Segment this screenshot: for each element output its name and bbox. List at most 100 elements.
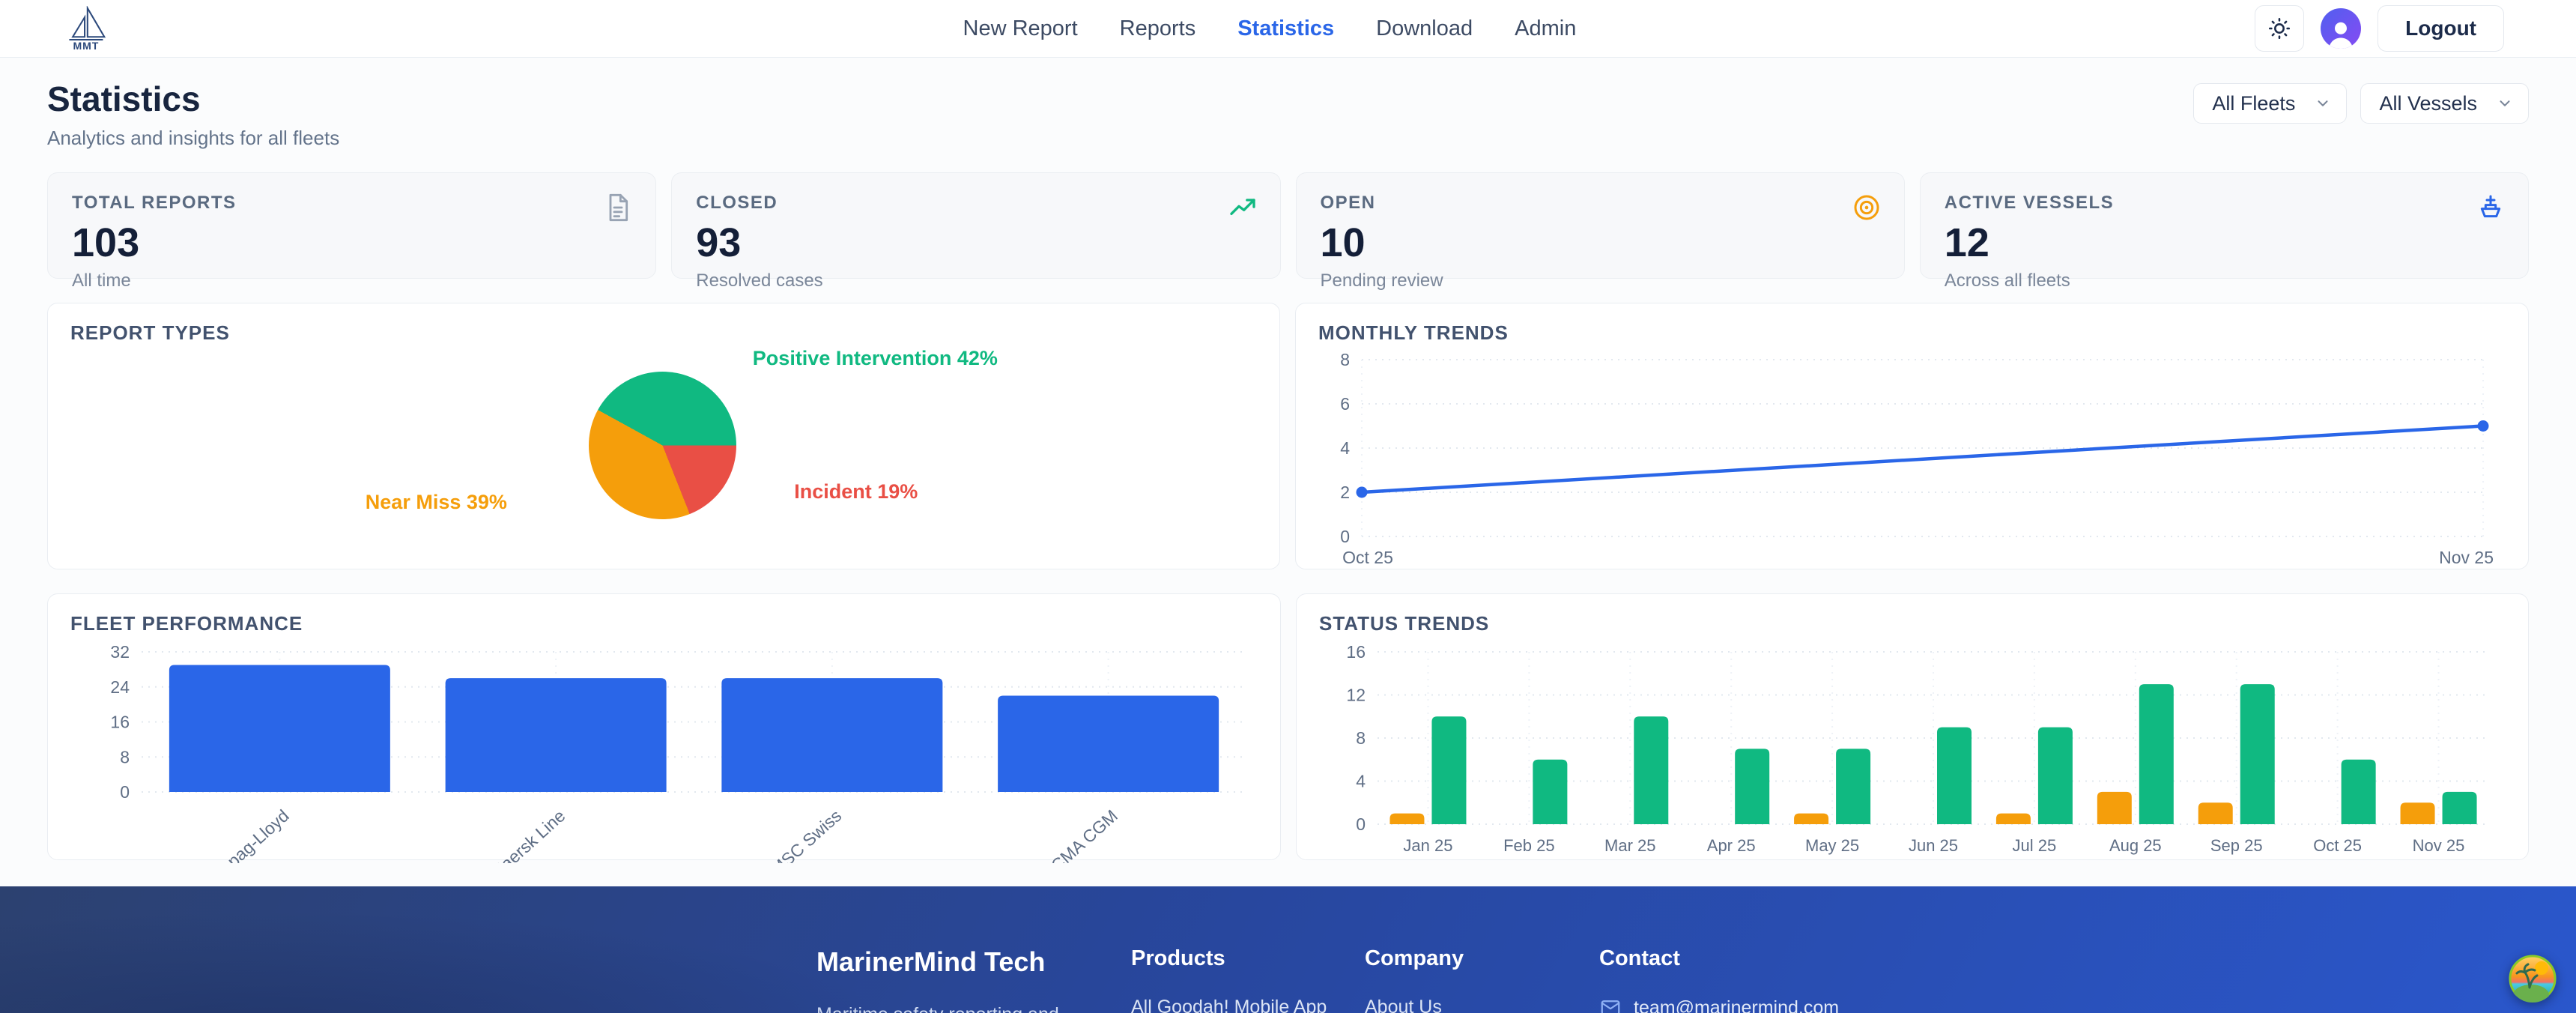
statistics-page: Statistics Analytics and insights for al… [0,58,2576,886]
svg-text:Jan 25: Jan 25 [1403,836,1452,855]
svg-text:8: 8 [120,747,130,766]
footer-link-about-us[interactable]: About Us [1365,997,1442,1013]
top-nav: MMT New Report Reports Statistics Downlo… [0,0,2576,58]
stat-card-closed: CLOSED 93 Resolved cases [671,172,1281,291]
svg-text:Maersk Line: Maersk Line [486,805,569,863]
chart-title: STATUS TRENDS [1319,612,1490,635]
report-types-card: REPORT TYPES Positive Intervention 42% I… [47,303,1280,569]
footer-company-heading: Company [1365,946,1464,970]
stat-value: 10 [1320,220,1366,265]
svg-text:0: 0 [120,782,130,802]
trend-up-icon [1229,199,1255,215]
svg-text:Nov 25: Nov 25 [2413,836,2465,855]
brand-logo-sailboat-icon[interactable]: MMT [64,6,107,51]
stat-value: 93 [696,220,742,265]
footer-link-mobile-app[interactable]: All Goodah! Mobile App [1131,997,1327,1013]
svg-text:MSC Swiss: MSC Swiss [766,805,845,863]
person-icon [2328,22,2354,49]
sun-icon [2269,17,2291,40]
chat-widget-button[interactable] [2509,955,2557,1003]
chart-title: REPORT TYPES [70,321,230,344]
vessel-filter-value: All Vessels [2379,91,2477,115]
svg-text:12: 12 [1346,686,1366,705]
page-title: Statistics [47,79,201,118]
svg-text:Jun 25: Jun 25 [1909,836,1958,855]
stat-label: OPEN [1320,193,1376,213]
stat-sub: Pending review [1320,270,1443,291]
stat-sub: Resolved cases [696,270,823,291]
mail-icon [1601,1000,1620,1013]
brand-text: MMT [73,40,100,51]
monthly-trends-line-chart: 0 2 4 6 8 Oct 25 Nov 25 [1318,348,2506,572]
svg-text:Nov 25: Nov 25 [2439,548,2494,567]
svg-text:8: 8 [1356,728,1366,748]
contact-email-row[interactable]: team@marinermind.com [1599,997,1921,1013]
svg-text:0: 0 [1356,814,1366,834]
fleet-performance-bar-chart: 0 8 16 24 32 Hapag-Lloyd Maersk Line MSC Swiss C… [70,638,1258,886]
header-actions: Logout [2255,5,2504,52]
footer-company-col: Company About Us Contact [1365,946,1599,1013]
svg-text:Feb 25: Feb 25 [1503,836,1555,855]
svg-text:24: 24 [110,677,130,697]
svg-text:2: 2 [1340,483,1350,502]
stat-sub: Across all fleets [1944,270,2070,291]
footer-contact-col: Contact team@marinermind.com +48 662 066… [1599,946,1921,1013]
nav-reports[interactable]: Reports [1119,16,1196,40]
pie-label-positive-intervention: Positive Intervention 42% [752,346,998,369]
svg-text:6: 6 [1340,394,1350,414]
status-trends-bar-chart: 0 4 8 12 16 Jan 25 Feb 25 Mar 25 Apr 25 May 25 Jun… [1319,638,2506,863]
chart-title: MONTHLY TRENDS [1318,321,1509,344]
user-avatar[interactable] [2321,8,2362,49]
svg-text:Aug 25: Aug 25 [2109,836,2162,855]
footer-description: Maritime safety reporting and fleet mana… [816,1000,1064,1013]
stat-value: 12 [1944,220,1989,265]
charts-row-2: FLEET PERFORMANCE 0 8 16 24 32 Hapag-Lloyd Mae… [47,593,2529,886]
svg-text:0: 0 [1340,527,1350,546]
theme-toggle-button[interactable] [2255,5,2305,52]
svg-text:16: 16 [110,713,130,732]
page-footer: MarinerMind Tech Maritime safety reporti… [0,886,2576,1013]
ship-icon [2480,195,2501,218]
chart-title: FLEET PERFORMANCE [70,612,303,635]
stat-card-open: OPEN 10 Pending review [1295,172,1905,291]
svg-text:Mar 25: Mar 25 [1604,836,1655,855]
fleet-filter-value: All Fleets [2212,91,2296,115]
stat-label: CLOSED [696,193,778,213]
report-types-pie-chart: Positive Intervention 42% Incident 19% N… [70,345,1257,566]
footer-products-heading: Products [1131,946,1225,970]
file-icon [609,193,628,222]
page-subtitle: Analytics and insights for all fleets [47,127,340,149]
pie [589,372,736,519]
svg-text:Apr 25: Apr 25 [1707,836,1756,855]
svg-text:4: 4 [1356,772,1366,791]
target-icon [1854,195,1879,220]
svg-text:CMA CGM: CMA CGM [1047,805,1121,863]
stat-card-total-reports: TOTAL REPORTS 103 All time [47,172,657,291]
chevron-down-icon [2318,100,2328,106]
nav-statistics[interactable]: Statistics [1237,16,1335,40]
vessel-filter-select[interactable]: All Vessels [2360,83,2529,124]
status-trends-card: STATUS TRENDS 0 4 8 12 16 Jan 25 Feb 25 Mar 25 A… [1296,593,2529,860]
footer-products-col: Products All Goodah! Mobile App Fleet Ma… [1131,946,1365,1013]
stat-sub: All time [72,270,131,291]
svg-text:8: 8 [1340,350,1350,369]
chevron-down-icon [2500,100,2510,106]
stat-label: ACTIVE VESSELS [1944,193,2115,213]
fleet-performance-card: FLEET PERFORMANCE 0 8 16 24 32 Hapag-Lloyd Mae… [47,593,1281,886]
fleet-filter-select[interactable]: All Fleets [2193,83,2348,124]
nav-admin[interactable]: Admin [1515,16,1577,40]
nav-download[interactable]: Download [1376,16,1473,40]
contact-email: team@marinermind.com [1634,997,1840,1013]
main-nav: New Report Reports Statistics Download A… [963,0,1577,57]
svg-text:4: 4 [1340,438,1350,458]
footer-brand-col: MarinerMind Tech Maritime safety reporti… [816,946,1131,1013]
nav-new-report[interactable]: New Report [963,16,1078,40]
filters: All Fleets All Vessels [2193,83,2529,124]
tropical-island-icon [2509,955,2557,1003]
logout-button[interactable]: Logout [2378,5,2504,52]
pie-label-incident: Incident 19% [794,480,918,503]
footer-brand: MarinerMind Tech [816,946,1046,977]
stat-value: 103 [72,220,140,265]
stat-card-active-vessels: ACTIVE VESSELS 12 Across all fleets [1919,172,2529,291]
charts-row-1: REPORT TYPES Positive Intervention 42% I… [47,303,2529,569]
